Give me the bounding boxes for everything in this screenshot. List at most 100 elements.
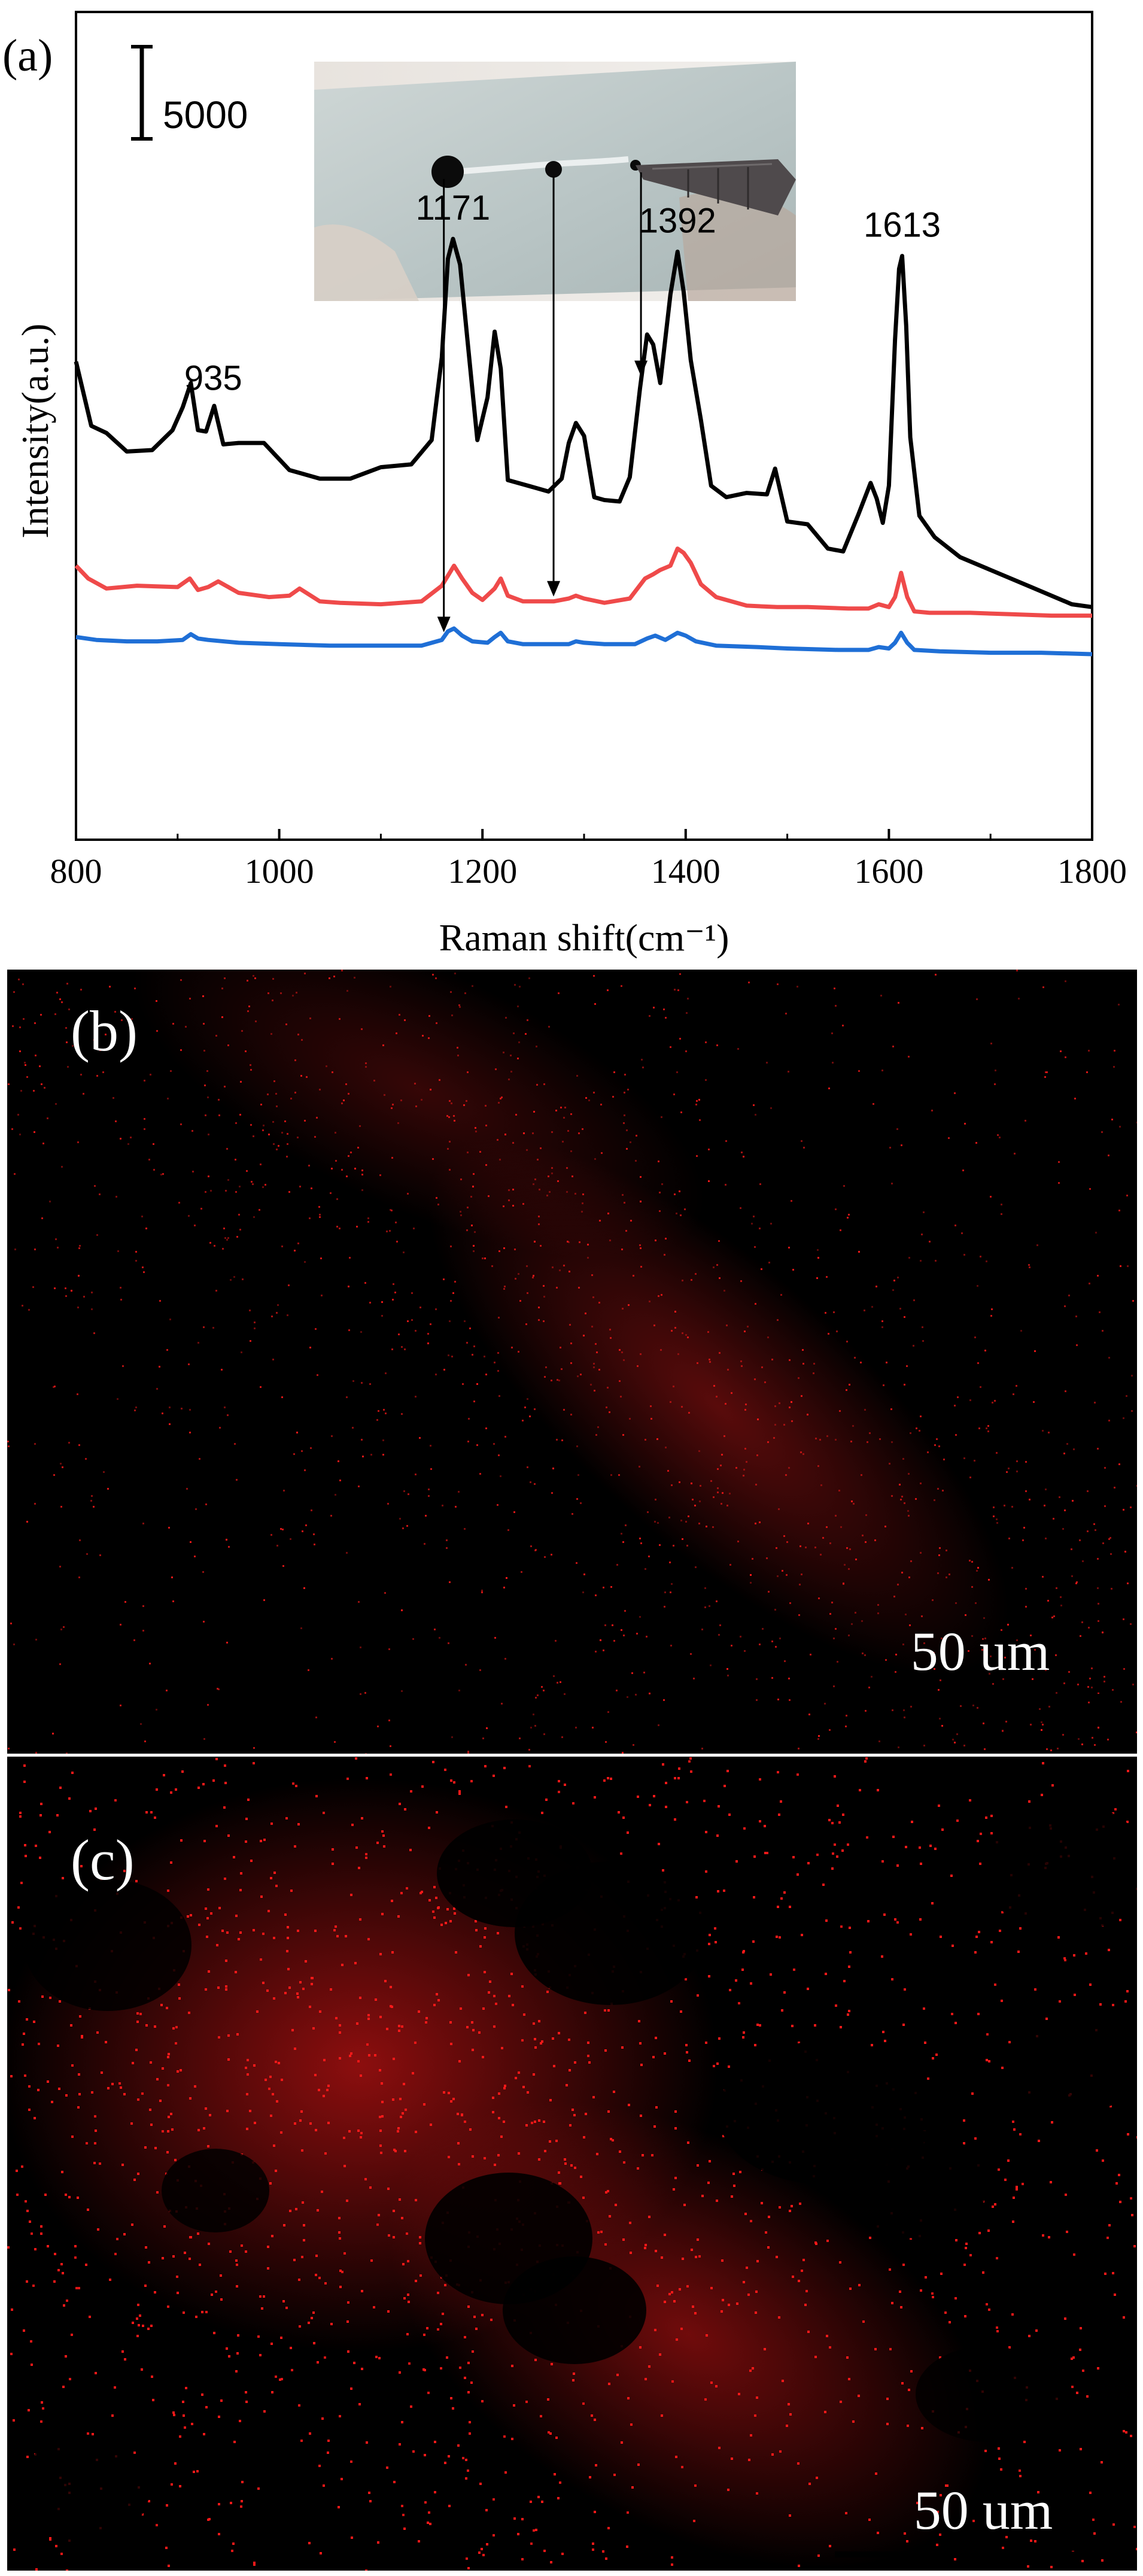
map-b-pixel	[693, 1678, 695, 1679]
map-b-pixel	[476, 1383, 478, 1385]
map-b-pixel	[451, 1736, 453, 1738]
x-tick-label: 1000	[245, 852, 314, 891]
map-b-pixel	[1114, 1050, 1115, 1052]
map-b-pixel	[294, 1250, 296, 1251]
map-b-pixel	[567, 1130, 569, 1132]
map-b-pixel	[427, 1333, 429, 1335]
map-b-pixel	[1087, 1490, 1089, 1492]
map-b-pixel	[871, 1306, 873, 1308]
map-b-pixel	[436, 1197, 437, 1199]
map-b-pixel	[369, 1383, 371, 1385]
map-b-pixel	[378, 1410, 379, 1412]
map-b-pixel	[293, 1453, 295, 1455]
map-b-pixel	[263, 1599, 265, 1601]
peak-label-1613: 1613	[864, 206, 941, 245]
map-b-pixel	[1123, 1509, 1124, 1511]
map-b-pixel	[778, 1508, 780, 1510]
map-c-pixel	[376, 2223, 379, 2226]
map-b-pixel	[68, 1008, 70, 1010]
map-b-pixel	[800, 1451, 802, 1453]
map-b-pixel	[971, 1635, 973, 1637]
map-b-pixel	[59, 1663, 61, 1665]
map-b-pixel	[142, 1523, 144, 1524]
map-c-pixel	[175, 2042, 177, 2045]
map-b-pixel	[390, 1745, 391, 1747]
map-b-pixel	[561, 1439, 563, 1441]
map-b-pixel	[60, 1463, 62, 1465]
map-b-pixel	[407, 1320, 409, 1322]
map-b-pixel	[443, 1278, 445, 1280]
map-c-pixel	[623, 2161, 625, 2164]
map-b-pixel	[497, 1139, 498, 1141]
map-b-pixel	[867, 1441, 868, 1443]
map-b-pixel	[748, 982, 750, 983]
map-b-pixel	[538, 1223, 540, 1225]
map-b-pixel	[270, 1033, 272, 1035]
map-b-pixel	[149, 1663, 151, 1664]
map-b-pixel	[534, 1725, 536, 1727]
map-b-pixel	[983, 1723, 984, 1724]
map-b-pixel	[421, 1099, 422, 1101]
map-b-pixel	[71, 1290, 72, 1292]
map-b-pixel	[225, 1190, 227, 1192]
map-b-pixel	[1123, 1417, 1124, 1419]
map-b-pixel	[224, 1407, 226, 1408]
map-b-pixel	[735, 1467, 737, 1469]
map-b-pixel	[814, 1547, 816, 1548]
map-b-pixel	[280, 1528, 282, 1530]
map-b-pixel	[807, 1523, 809, 1524]
map-c-pixel	[493, 2498, 495, 2501]
map-c-pixel	[1130, 2197, 1132, 2200]
map-b-pixel	[1058, 1161, 1060, 1163]
map-b-pixel	[1076, 1581, 1078, 1583]
map-b-pixel	[86, 1553, 88, 1555]
map-b-pixel	[1032, 1678, 1033, 1680]
map-b-pixel	[680, 1111, 682, 1113]
map-b-pixel	[35, 1055, 37, 1056]
map-b-pixel	[504, 1134, 506, 1135]
map-b-pixel	[799, 1584, 801, 1585]
map-c-pixel	[1019, 2469, 1021, 2472]
arrow-to-black	[634, 172, 648, 376]
map-c-pixel	[972, 2520, 975, 2522]
map-c-pixel	[38, 2043, 40, 2045]
map-c-pixel	[215, 2291, 217, 2293]
map-b-pixel	[622, 1541, 624, 1543]
map-b-pixel	[203, 1023, 205, 1025]
map-b-pixel	[686, 1012, 688, 1014]
map-b-pixel	[1028, 1264, 1030, 1266]
map-b-pixel	[1053, 1518, 1054, 1520]
map-b-pixel	[1023, 1527, 1025, 1529]
map-b-pixel	[819, 1439, 821, 1441]
map-b-pixel	[352, 1380, 354, 1382]
map-b-pixel	[829, 1729, 831, 1731]
map-b-pixel	[603, 1587, 604, 1588]
map-b-pixel	[407, 1193, 409, 1195]
map-b-pixel	[920, 1260, 922, 1262]
map-b-pixel	[558, 992, 560, 994]
map-c-pixel	[866, 1836, 868, 1839]
map-b-pixel	[578, 1132, 580, 1134]
map-b-pixel	[718, 1240, 720, 1242]
map-b-pixel	[724, 1290, 725, 1292]
map-b-pixel	[277, 1304, 279, 1306]
map-b-pixel	[797, 986, 798, 988]
map-b-pixel	[865, 1710, 867, 1712]
map-b-pixel	[677, 1353, 679, 1355]
map-b-pixel	[462, 1383, 464, 1385]
map-c-pixel	[448, 2156, 450, 2158]
map-b-pixel	[1047, 1600, 1049, 1602]
map-b-pixel	[472, 985, 473, 987]
map-c-pixel	[401, 2505, 403, 2507]
map-b-pixel	[561, 1736, 563, 1738]
map-b-pixel	[1030, 1635, 1032, 1636]
map-b-pixel	[40, 1014, 42, 1016]
map-b-pixel	[1000, 1655, 1002, 1657]
map-b-pixel	[551, 1380, 552, 1381]
map-b-pixel	[1108, 1538, 1110, 1540]
map-b-pixel	[543, 1285, 545, 1287]
map-b-pixel	[919, 1430, 920, 1432]
map-c-pixel	[528, 1765, 531, 1767]
map-b-pixel	[1045, 1489, 1047, 1490]
map-b-pixel	[622, 1752, 624, 1754]
